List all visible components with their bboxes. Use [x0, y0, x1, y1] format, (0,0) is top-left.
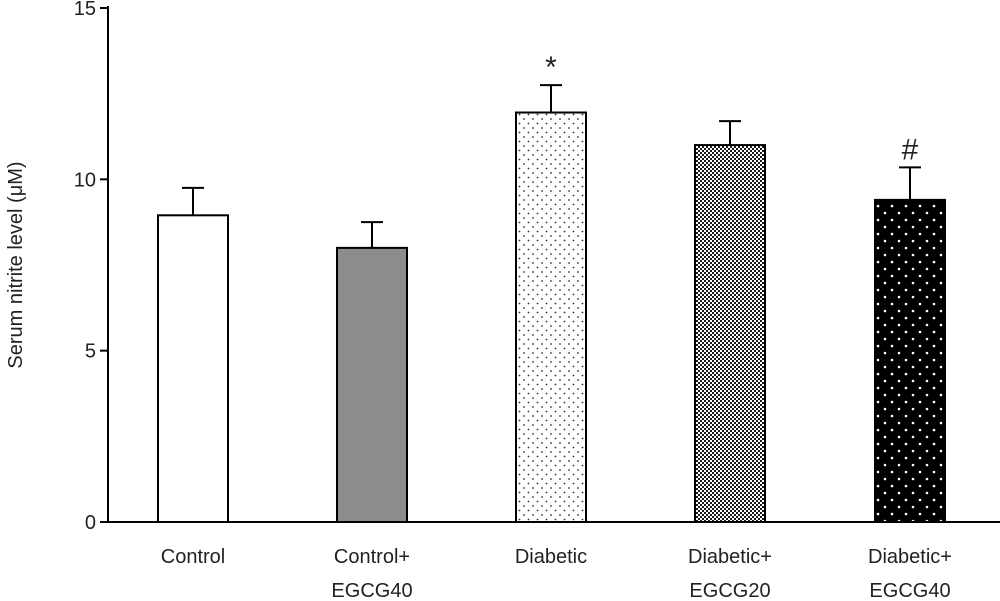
- x-tick-label: Diabetic: [515, 546, 587, 568]
- x-tick-label: EGCG40: [869, 580, 950, 601]
- labels: Control Control+ EGCG40 * Diabetic Diabetic+ E…: [161, 51, 952, 601]
- y-axis-title: Serum nitrite level (μM): [5, 161, 27, 368]
- bar: [515, 111, 587, 523]
- x-tick-label: Control+: [334, 546, 410, 568]
- y-tick-label: 15: [74, 0, 96, 20]
- bar: [694, 144, 766, 523]
- x-tick-label: Diabetic+: [688, 546, 772, 568]
- x-tick-label: EGCG20: [689, 580, 770, 601]
- bars: [157, 84, 946, 524]
- y-tick-label: 5: [85, 341, 96, 363]
- significance-marker: *: [545, 51, 557, 84]
- bar: [336, 246, 408, 523]
- x-tick-label: Diabetic+: [868, 546, 952, 568]
- x-tick-label: EGCG40: [331, 580, 412, 601]
- y-tick-label: 0: [85, 512, 96, 534]
- bar: [157, 214, 229, 524]
- axes: 0 5 10 15 Serum nitrite level (μM): [5, 0, 1000, 534]
- x-tick-label: Control: [161, 546, 225, 568]
- significance-marker: #: [902, 133, 919, 166]
- bar: [874, 198, 946, 523]
- y-tick-label: 10: [74, 169, 96, 191]
